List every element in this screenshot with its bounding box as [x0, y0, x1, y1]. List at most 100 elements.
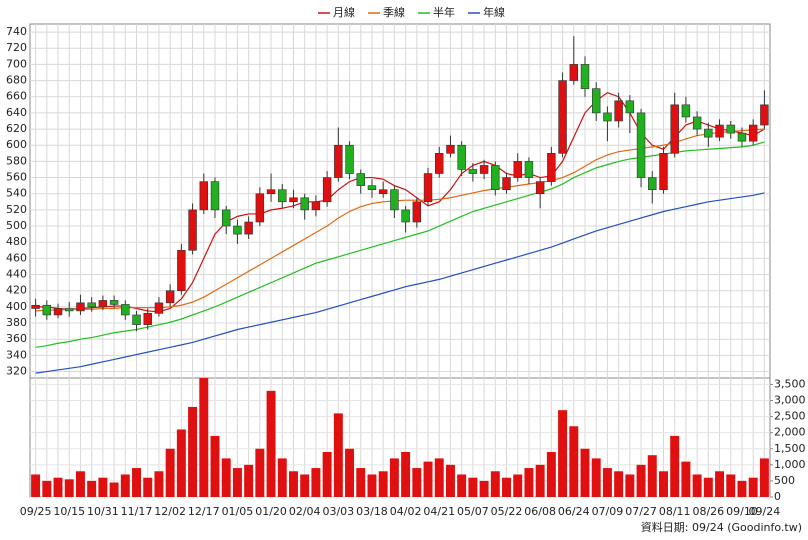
candle-body — [603, 112, 612, 122]
legend-label: 半年 — [433, 5, 455, 19]
volume-bar — [322, 451, 332, 497]
candle-body — [311, 201, 321, 211]
candle-body — [132, 314, 141, 325]
y-tick-label: 440 — [6, 268, 27, 281]
volume-bar — [681, 461, 691, 497]
candle-body — [199, 181, 209, 211]
volume-bar — [580, 448, 590, 497]
candle-body — [726, 124, 735, 134]
volume-bar — [535, 464, 545, 497]
y-tick-label: 320 — [6, 365, 27, 378]
candle-body — [210, 181, 220, 211]
candle-body — [502, 177, 511, 190]
candle-body — [289, 197, 298, 203]
y2-tick-label: 2,000 — [774, 426, 806, 439]
y2-tick-label: 500 — [774, 474, 795, 487]
y-tick-label: 680 — [6, 74, 27, 87]
x-tick-label: 10/31 — [87, 505, 119, 518]
candle-body — [266, 189, 276, 195]
volume-bar — [558, 410, 568, 497]
y-tick-label: 740 — [6, 25, 27, 38]
volume-bar — [692, 474, 702, 497]
candle-body — [300, 197, 309, 211]
x-tick-label: 04/02 — [390, 505, 422, 518]
volume-bar — [759, 458, 769, 497]
candle-body — [513, 161, 522, 178]
candle-body — [748, 124, 758, 142]
volume-bar — [748, 477, 758, 497]
x-tick-label: 05/07 — [457, 505, 489, 518]
x-tick-label: 07/27 — [625, 505, 657, 518]
y-tick-label: 540 — [6, 187, 27, 200]
y-tick-label: 600 — [6, 138, 27, 151]
candle-body — [188, 209, 197, 251]
volume-bar — [726, 474, 736, 497]
candle-body — [670, 104, 679, 154]
volume-bar — [42, 480, 52, 497]
volume-bar — [266, 390, 276, 497]
volume-bar — [625, 474, 635, 497]
x-tick-label: 11/17 — [121, 505, 153, 518]
x-tick-label: 12/17 — [188, 505, 220, 518]
y-tick-label: 460 — [6, 251, 27, 264]
volume-bar — [614, 471, 624, 497]
volume-bar — [143, 477, 153, 497]
candle-body — [558, 80, 567, 154]
candle-body — [491, 165, 500, 190]
volume-bar — [457, 474, 467, 497]
y2-tick-label: 3,000 — [774, 394, 806, 407]
x-tick-label: 01/20 — [255, 505, 287, 518]
volume-bar — [490, 471, 500, 497]
x-tick-label: 05/22 — [491, 505, 523, 518]
candle-body — [221, 209, 231, 227]
volume-bar — [569, 426, 579, 497]
candle-body — [435, 153, 444, 174]
candle-body — [378, 189, 388, 195]
volume-bar — [210, 435, 220, 497]
candle-body — [233, 225, 242, 235]
volume-bar — [244, 464, 254, 497]
x-tick-label: 09/25 — [20, 505, 52, 518]
candle-body — [569, 64, 579, 81]
candle-body — [390, 189, 399, 211]
y-tick-label: 360 — [6, 332, 27, 345]
candle-body — [524, 161, 534, 178]
candle-body — [580, 64, 590, 89]
candle-body — [625, 100, 635, 114]
candle-body — [468, 169, 478, 174]
volume-bar — [659, 471, 668, 497]
candle-body — [401, 209, 410, 223]
volume-bar — [64, 479, 74, 497]
volume-bar — [199, 378, 209, 497]
y-tick-label: 480 — [6, 235, 27, 248]
y2-tick-label: 2,500 — [774, 410, 806, 423]
volume-bar — [221, 458, 231, 497]
volume-bar — [389, 458, 399, 497]
candle-body — [356, 173, 365, 186]
candle-body — [367, 185, 377, 190]
volume-bar — [715, 471, 725, 497]
candle-body — [648, 177, 657, 190]
volume-bar — [98, 477, 108, 497]
candle-body — [143, 313, 152, 325]
candle-body — [636, 112, 646, 178]
candle-body — [322, 177, 332, 203]
x-tick-label: 08/26 — [692, 505, 724, 518]
volume-bar — [132, 468, 141, 497]
volume-bar — [300, 474, 310, 497]
candle-body — [659, 153, 668, 190]
candle-body — [177, 250, 186, 292]
volume-bar — [345, 448, 355, 497]
volume-bar — [356, 468, 366, 497]
volume-bar — [445, 464, 455, 497]
volume-bar — [176, 429, 186, 497]
candle-body — [334, 144, 343, 178]
y-tick-label: 620 — [6, 122, 27, 135]
y-tick-label: 560 — [6, 171, 27, 184]
volume-bar — [479, 480, 489, 497]
y-tick-label: 420 — [6, 284, 27, 297]
volume-bar — [120, 474, 130, 497]
x-tick-label: 04/21 — [423, 505, 455, 518]
candle-body — [65, 308, 74, 312]
volume-bar — [165, 448, 175, 497]
